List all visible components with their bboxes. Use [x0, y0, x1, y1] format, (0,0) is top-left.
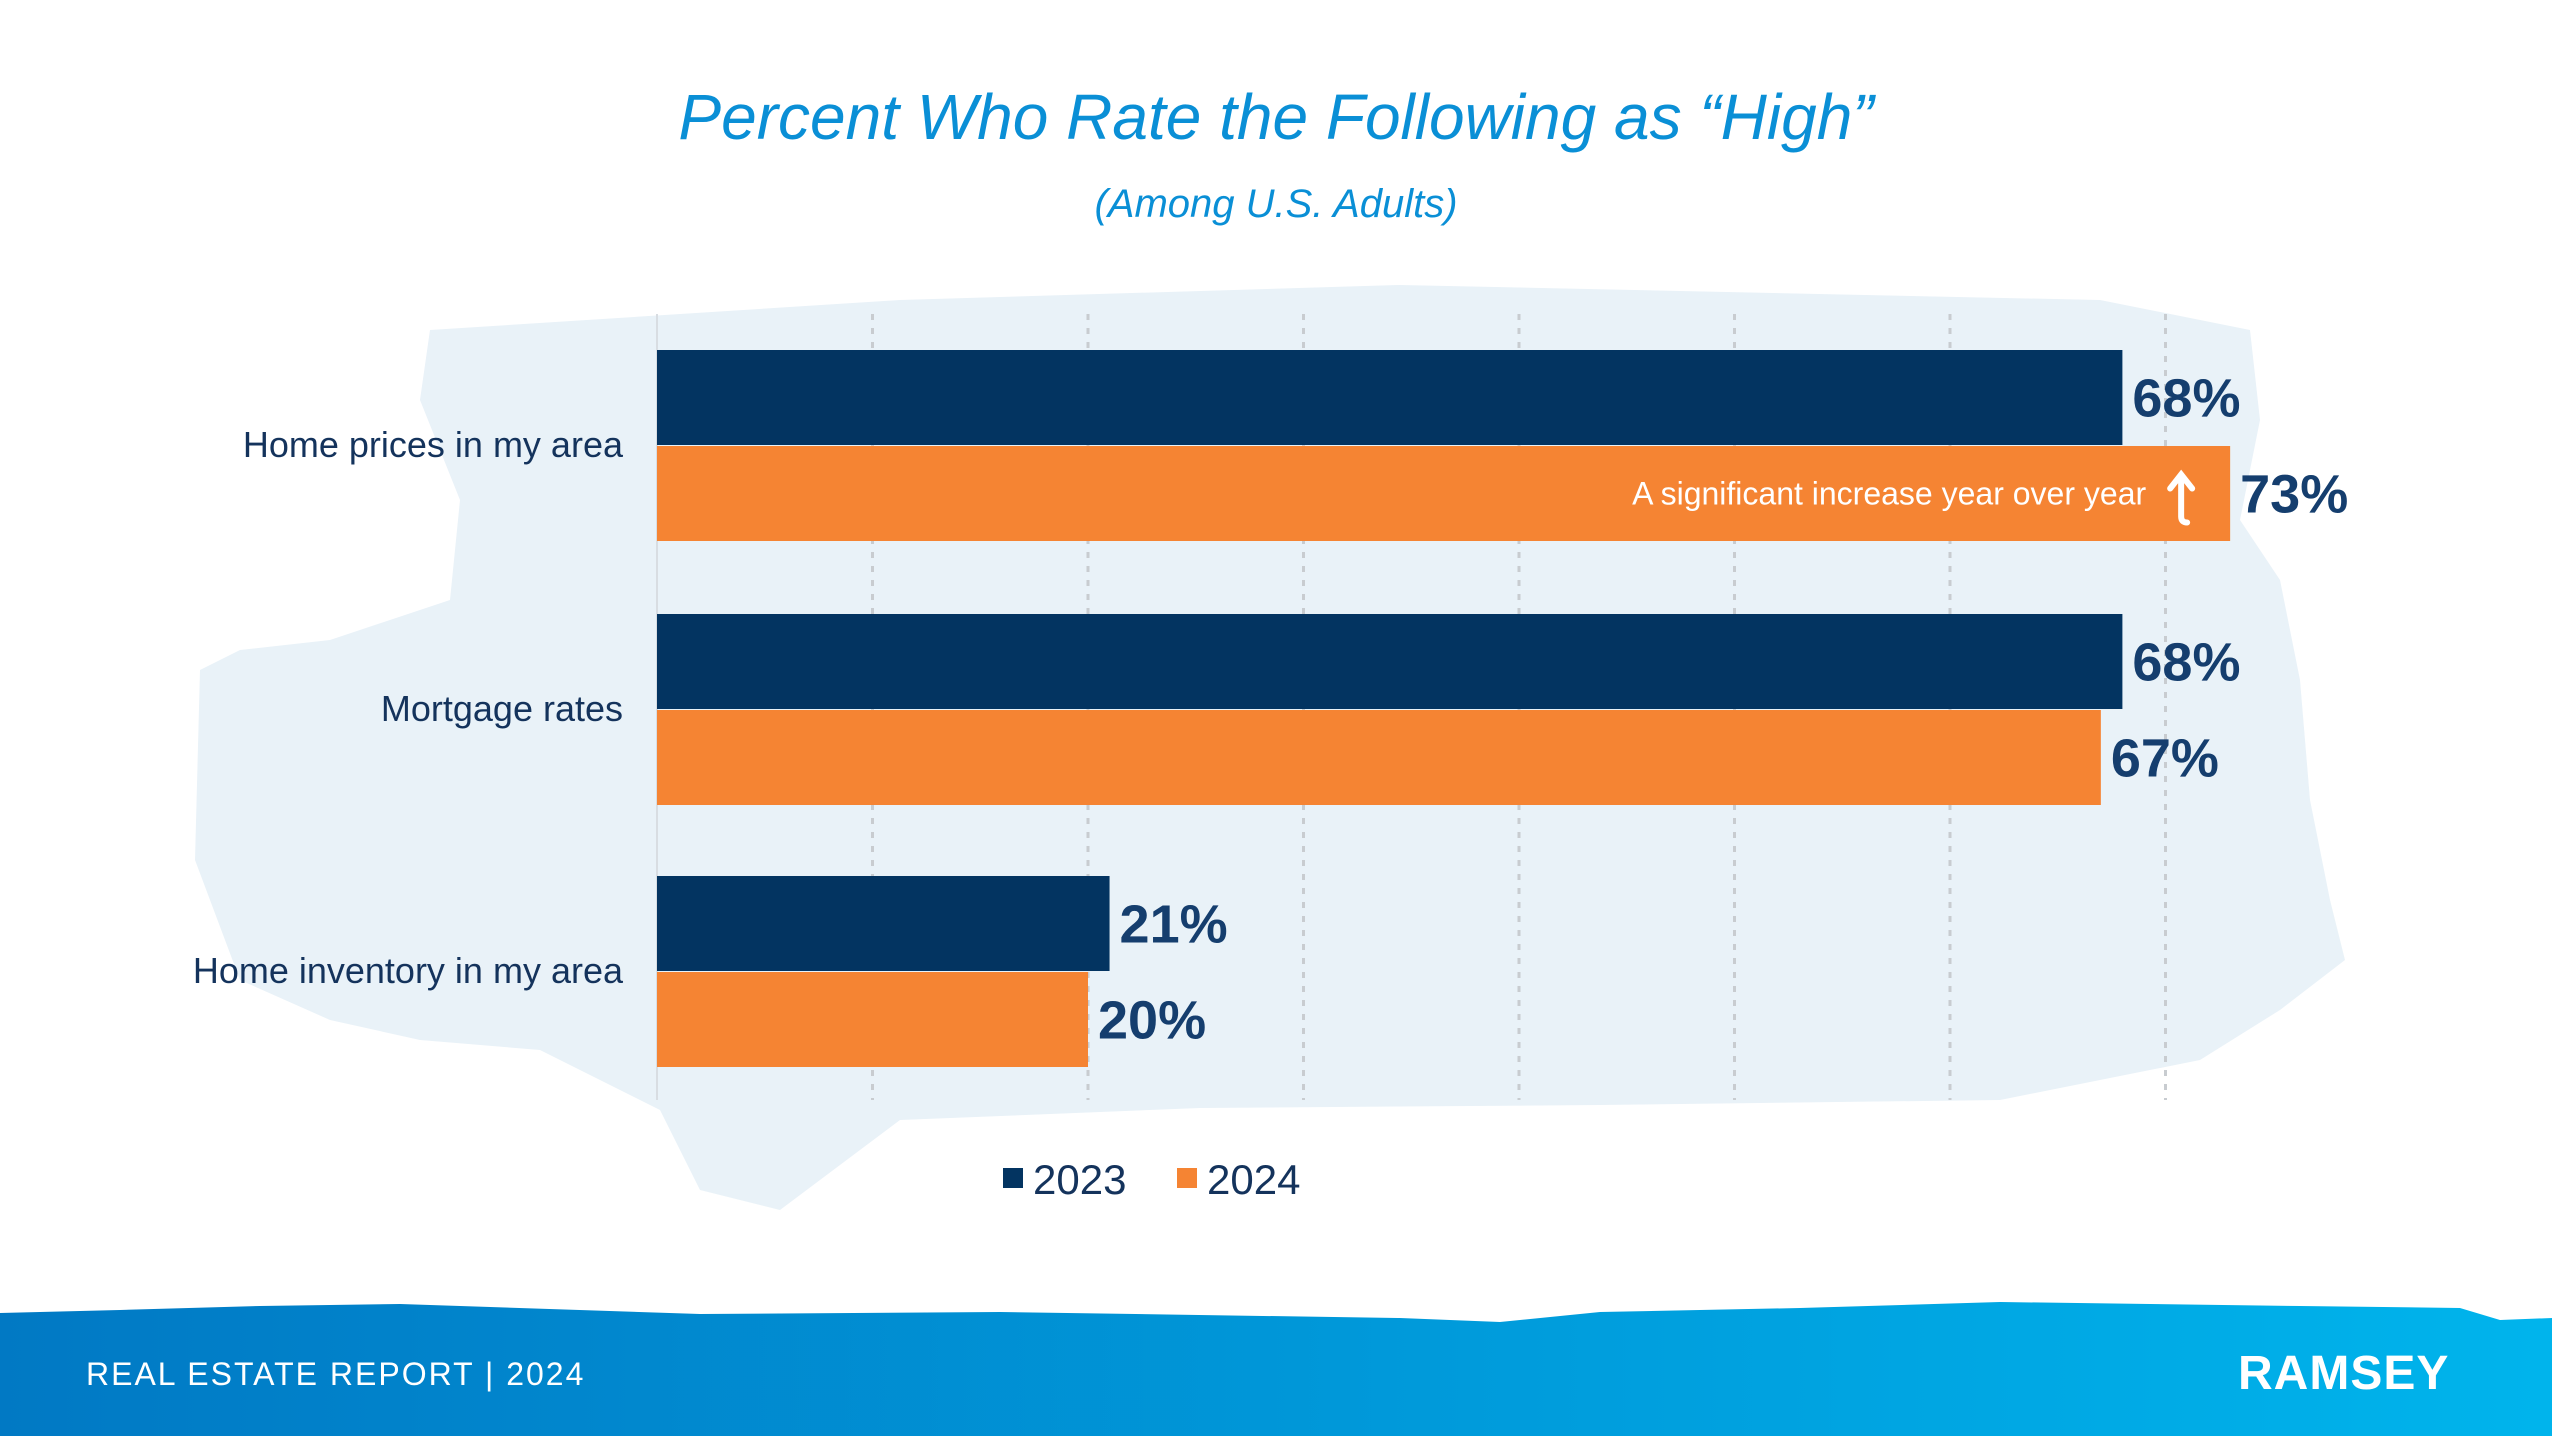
- chart-title: Percent Who Rate the Following as “High”: [678, 81, 1874, 153]
- bar-2023: [657, 876, 1110, 971]
- footer-band: [0, 1302, 2552, 1436]
- value-label: 21%: [1120, 895, 1228, 955]
- legend-label: 2023: [1033, 1156, 1126, 1203]
- bar-2024: [657, 446, 2231, 541]
- legend-label: 2024: [1207, 1156, 1300, 1203]
- value-label: 20%: [1098, 991, 1206, 1051]
- value-label: 68%: [2132, 633, 2240, 693]
- bar-2024: [657, 972, 1088, 1067]
- category-label: Home prices in my area: [243, 424, 624, 465]
- category-label: Mortgage rates: [381, 688, 623, 729]
- ramsey-logo: RAMSEY: [2238, 1347, 2450, 1400]
- legend-swatch-2023: [1003, 1168, 1023, 1188]
- category-label: Home inventory in my area: [193, 950, 624, 991]
- value-label: 73%: [2240, 465, 2348, 525]
- report-label: REAL ESTATE REPORT | 2024: [86, 1356, 586, 1392]
- arrow-up-icon: [2167, 469, 2196, 526]
- chart-subtitle: (Among U.S. Adults): [1094, 182, 1458, 226]
- bar-2023: [657, 350, 2123, 445]
- legend-swatch-2024: [1177, 1168, 1197, 1188]
- annotation-text: A significant increase year over year: [1632, 476, 2146, 512]
- bar-2024: [657, 710, 2101, 805]
- value-label: 67%: [2111, 729, 2219, 789]
- bar-2023: [657, 614, 2123, 709]
- value-label: 68%: [2132, 369, 2240, 429]
